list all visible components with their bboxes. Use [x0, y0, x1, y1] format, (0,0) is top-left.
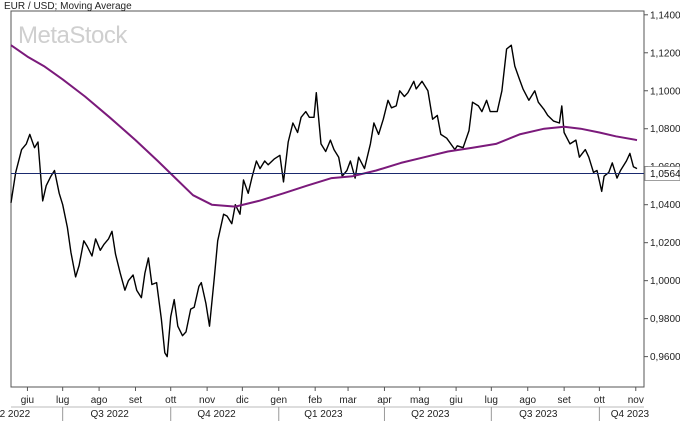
x-tick-label: giu: [21, 395, 34, 406]
y-tick-label: 1,0200: [650, 238, 680, 249]
y-tick-label: 1,1400: [650, 10, 680, 21]
x-tick-label: ago: [519, 395, 536, 406]
y-tick-label: 0,9800: [650, 314, 680, 325]
y-tick-label: 1,1000: [650, 86, 680, 97]
moving-average-line: [10, 44, 638, 208]
quarter-label: Q2 2022: [0, 409, 31, 420]
x-tick-label: nov: [628, 395, 644, 406]
y-tick-label: 0,9600: [650, 352, 680, 363]
quarter-label: Q2 2023: [411, 409, 450, 420]
y-tick-label: 1,1200: [650, 48, 680, 59]
quarter-label: Q1 2023: [304, 409, 343, 420]
x-tick-label: ago: [91, 395, 108, 406]
current-price-box: [644, 166, 680, 181]
axis-layer: 1,14001,12001,10001,08001,06001,04001,02…: [0, 10, 680, 421]
x-tick-label: mag: [410, 395, 429, 406]
quarter-label: Q3 2022: [90, 409, 129, 420]
x-tick-label: dic: [236, 395, 249, 406]
y-tick-label: 1,0000: [650, 276, 680, 287]
y-tick-label: 1,0800: [650, 124, 680, 135]
x-tick-label: lug: [56, 395, 69, 406]
x-tick-label: nov: [199, 395, 215, 406]
x-tick-label: ott: [594, 395, 605, 406]
x-tick-label: gen: [270, 395, 287, 406]
x-tick-label: giu: [449, 395, 462, 406]
x-tick-label: lug: [485, 395, 498, 406]
chart-title: EUR / USD; Moving Average: [4, 1, 132, 12]
y-tick-label: 1,0400: [650, 200, 680, 211]
x-tick-label: ott: [165, 395, 176, 406]
quarter-label: Q4 2022: [197, 409, 236, 420]
quarter-label: Q4 2023: [611, 409, 650, 420]
x-tick-label: set: [129, 395, 143, 406]
current-price-label: 1,0564: [650, 169, 680, 180]
price-series-line: [10, 44, 638, 358]
plot-frame: [10, 10, 645, 388]
x-tick-label: apr: [377, 395, 392, 406]
x-tick-label: mar: [339, 395, 357, 406]
watermark-logo: MetaStock: [18, 22, 127, 49]
series-layer: [10, 44, 644, 358]
x-tick-label: feb: [308, 395, 322, 406]
quarter-label: Q3 2023: [519, 409, 558, 420]
x-tick-label: set: [557, 395, 571, 406]
